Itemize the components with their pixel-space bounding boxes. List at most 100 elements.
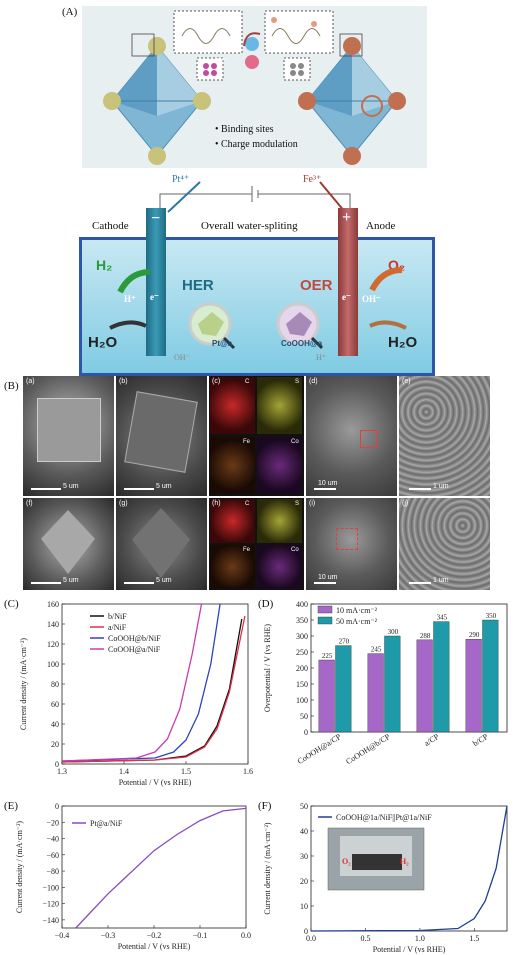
y-tick-label: 0 — [55, 802, 59, 811]
x-axis-label: Potential / V (vs RHE) — [119, 778, 192, 787]
hplus-label: H⁺ — [124, 294, 136, 304]
sem-image-e: (e) 1 um — [399, 376, 490, 496]
anode-electrode — [338, 208, 358, 356]
legend-label: b/NiF — [108, 612, 127, 621]
scale-label: 5 um — [156, 483, 172, 490]
bar — [335, 645, 352, 733]
h2o-left: H₂O — [88, 334, 118, 351]
chart-e: 0 −20 −40 −60 −80 −100 −120 −140 −0.4 −0.3 −0.2 −0.… — [15, 802, 251, 951]
eds-map-c: (c) C S Fe Co — [209, 376, 304, 496]
y-tick-label: 100 — [296, 696, 308, 705]
sem-image-f: (f) 5 um — [23, 498, 114, 590]
legend-label: CoOOH@a/NiF — [108, 645, 161, 654]
y-tick-label: 20 — [51, 740, 59, 749]
sem-label: (f) — [26, 500, 33, 507]
feature-item: • Binding sites — [215, 124, 274, 135]
y-tick-label: −100 — [42, 883, 59, 892]
electrolytic-cell — [79, 237, 435, 376]
pt-ion-label: Pt⁴⁺ — [172, 174, 190, 185]
sem-label: (g) — [119, 500, 128, 507]
sem-image-j: (j) 1 um — [399, 498, 490, 590]
x-tick-label: −0.4 — [55, 931, 70, 940]
scale-label: 1 um — [433, 577, 449, 584]
panel-f-label: (F) — [258, 800, 272, 812]
y-tick-label: 40 — [300, 827, 308, 836]
eds-element-label: Fe — [243, 547, 251, 553]
ohminus-label: OH⁻ — [362, 294, 381, 304]
y-tick-label: 0 — [304, 927, 308, 936]
panel-a-label: (A) — [62, 6, 78, 18]
y-tick-label: −40 — [46, 835, 59, 844]
feature-list: • Binding sites • Charge modulation — [215, 122, 298, 152]
chart-c: 0 20 40 60 80 100 120 140 160 1.3 1.4 1.5 1.6 Potenti… — [19, 600, 253, 787]
octahedra-illustration — [103, 10, 406, 165]
y-tick-label: 200 — [296, 664, 308, 673]
plot-frame — [61, 603, 249, 765]
panel-d-label: (D) — [258, 598, 274, 610]
y-axis-label: Current density / (mA·cm⁻²) — [19, 638, 28, 730]
legend-label: 10 mA·cm⁻² — [336, 606, 378, 615]
electron-right: e⁻ — [342, 292, 351, 302]
sem-image-b: (b) 5 um — [116, 376, 207, 496]
x-axis-label: Potential / V (vs RHE) — [373, 945, 446, 954]
bar — [465, 639, 482, 733]
x-tick-label: −0.3 — [101, 931, 116, 940]
sem-image-i: (i) 10 um — [306, 498, 397, 590]
eds-element-label: Co — [291, 439, 299, 445]
bar-value-label: 270 — [339, 638, 350, 646]
eds-element-label: Co — [291, 547, 299, 553]
y-tick-label: 30 — [300, 852, 308, 861]
y-tick-label: −60 — [46, 851, 59, 860]
x-tick-label: 1.4 — [119, 767, 129, 776]
sem-label: (b) — [119, 378, 128, 385]
magnifier-glasses — [188, 302, 324, 350]
inset-o2-label: O₂ — [342, 857, 351, 866]
y-tick-label: 150 — [296, 680, 308, 689]
y-tick-label: 400 — [296, 600, 308, 609]
legend-label: CoOOH@1a/NiF||Pt@1a/NiF — [336, 813, 432, 822]
y-tick-label: 50 — [300, 802, 308, 811]
chart-d: 0 50 100 150 200 250 300 350 400 Overpotential / … — [263, 600, 508, 766]
eds-element-label: S — [295, 379, 300, 385]
x-tick-label: 0.0 — [306, 934, 316, 943]
pt-ion-small: Pt⁴⁺ — [216, 40, 227, 46]
bar-value-label: 350 — [486, 612, 497, 620]
y-tick-label: 60 — [51, 700, 59, 709]
scale-label: 10 um — [318, 574, 338, 581]
sem-label: (h) — [212, 500, 221, 507]
sem-label: (d) — [309, 378, 318, 385]
bar — [318, 659, 335, 733]
y-tick-label: −80 — [46, 867, 59, 876]
y-tick-label: 100 — [47, 660, 59, 669]
x-tick-label: 1.5 — [181, 767, 191, 776]
sem-label: (i) — [309, 500, 316, 507]
legend-label: 50 mA·cm⁻² — [336, 617, 378, 626]
y-tick-label: 120 — [47, 640, 59, 649]
eds-element-label: S — [295, 501, 300, 507]
panel-b-label: (B) — [4, 380, 19, 392]
fe-ion-label: Fe³⁺ — [303, 174, 322, 185]
bar-value-label: 290 — [469, 631, 480, 639]
sem-image-g: (g) 5 um — [116, 498, 207, 590]
eds-map-h: (h) C S Fe Co — [209, 498, 304, 590]
category-label: CoOOH@a/CP — [296, 732, 343, 766]
y-axis-label: Current density / (mA·cm⁻²) — [263, 822, 272, 914]
x-tick-label: −0.2 — [147, 931, 162, 940]
cathode-label: Cathode — [92, 220, 129, 232]
series-line — [61, 615, 246, 763]
y-axis-label: Current density / (mA·cm⁻²) — [15, 821, 24, 913]
bar-value-label: 300 — [388, 628, 399, 636]
series-line — [61, 603, 203, 762]
scale-label: 10 um — [318, 480, 338, 487]
eds-element-label: C — [245, 501, 250, 507]
panel-c-label: (C) — [4, 598, 19, 610]
fe-ion-small: Fe³⁺ — [216, 58, 227, 64]
legend-swatch — [317, 605, 333, 614]
bar — [433, 621, 450, 733]
category-label: a/CP — [423, 732, 441, 748]
oer-label: OER — [300, 277, 333, 294]
bar — [367, 653, 384, 733]
y-tick-label: −140 — [42, 916, 59, 925]
scale-label: 1 um — [433, 483, 449, 490]
y-tick-label: 50 — [300, 712, 308, 721]
